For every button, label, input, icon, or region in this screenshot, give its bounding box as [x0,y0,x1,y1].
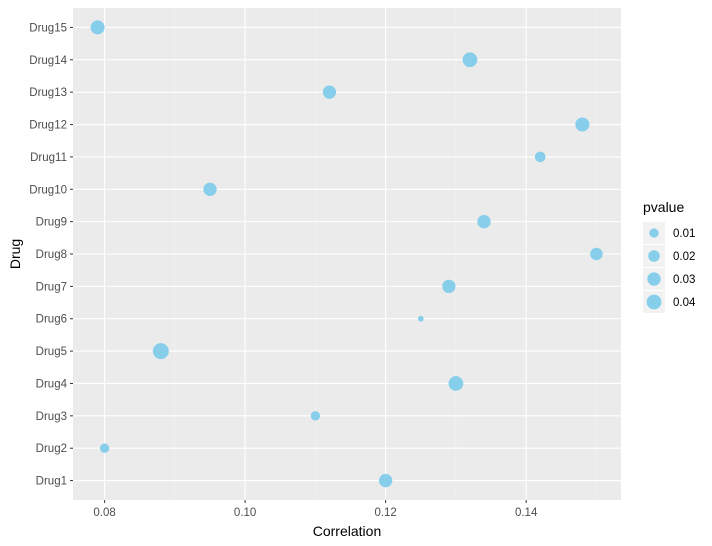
y-tick-label: Drug2 [36,443,67,455]
legend-label: 0.01 [673,228,695,240]
point-drug10 [203,182,217,196]
y-tick-label: Drug9 [36,217,67,229]
point-drug3 [310,411,321,421]
legend-key-circle [648,250,660,262]
y-tick-label: Drug12 [29,120,67,132]
y-tick-label: Drug3 [36,411,67,423]
y-tick-label: Drug14 [29,55,67,67]
legend-key-circle [647,272,661,286]
y-tick-label: Drug8 [36,249,67,261]
x-tick-label: 0.08 [93,507,115,519]
point-drug14 [462,52,478,68]
point-drug12 [575,117,590,132]
point-drug2 [99,443,110,453]
y-tick-label: Drug10 [29,184,67,196]
point-drug15 [90,20,105,35]
legend: pvalue 0.01 0.02 0.03 0.04 [643,199,696,313]
point-drug4 [448,376,464,391]
legend-key-circle [646,294,662,310]
point-drug5 [152,343,169,360]
legend-keys: 0.01 0.02 0.03 0.04 [643,222,696,313]
y-tick-label: Drug13 [29,87,67,99]
point-drug11 [534,151,546,163]
major-gridlines [73,8,621,500]
data-points [90,20,603,488]
x-tick-label: 0.10 [234,507,256,519]
legend-label: 0.04 [673,297,696,309]
y-tick-label: Drug7 [36,281,67,293]
y-tick-label: Drug5 [36,346,67,358]
legend-key-circle [649,228,659,238]
x-axis: 0.08 0.10 0.12 0.14 [93,500,538,519]
y-tick-label: Drug1 [36,476,67,488]
legend-label: 0.03 [673,274,695,286]
y-tick-label: Drug4 [36,378,68,390]
point-drug1 [378,473,393,488]
y-tick-label: Drug6 [36,314,67,326]
y-axis: Drug1 Drug2 Drug3 Drug4 Drug5 Drug6 Drug7 Drug8… [29,22,73,488]
y-tick-label: Drug11 [30,152,67,164]
point-drug7 [442,279,456,294]
y-tick-label: Drug15 [29,22,67,34]
legend-label: 0.02 [673,251,695,263]
point-drug6 [417,315,424,322]
legend-title: pvalue [643,199,684,215]
x-tick-label: 0.12 [374,507,396,519]
y-axis-title: Drug [7,239,23,269]
x-axis-title: Correlation [313,523,381,539]
point-drug8 [590,247,603,261]
point-drug13 [322,85,337,99]
point-drug9 [477,214,491,229]
x-tick-label: 0.14 [515,507,538,519]
